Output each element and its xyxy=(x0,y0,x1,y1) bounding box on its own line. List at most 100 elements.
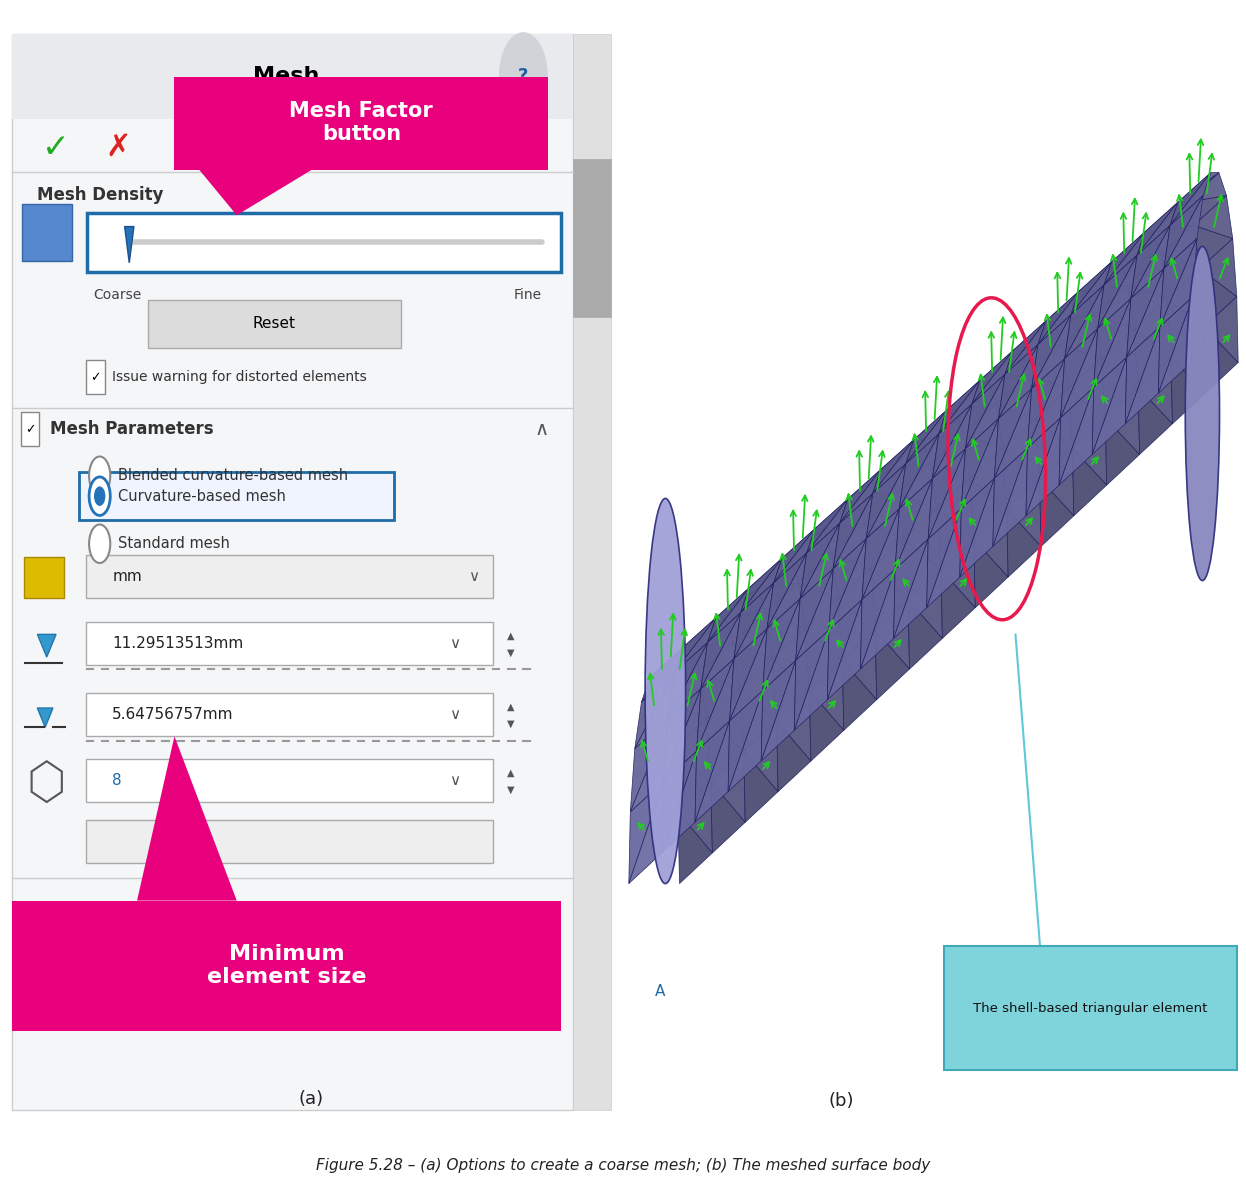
Polygon shape xyxy=(831,553,871,598)
Polygon shape xyxy=(630,719,668,812)
Polygon shape xyxy=(1138,202,1177,255)
Polygon shape xyxy=(715,588,758,618)
Polygon shape xyxy=(634,673,674,749)
Text: Curvature-based mesh: Curvature-based mesh xyxy=(118,489,287,504)
Polygon shape xyxy=(1029,345,1068,388)
Polygon shape xyxy=(1128,284,1168,328)
Polygon shape xyxy=(875,630,910,700)
Polygon shape xyxy=(708,588,749,642)
Circle shape xyxy=(90,524,111,563)
Text: ∨: ∨ xyxy=(450,773,460,788)
Polygon shape xyxy=(827,599,862,700)
Polygon shape xyxy=(667,673,706,719)
Polygon shape xyxy=(972,350,1013,404)
FancyBboxPatch shape xyxy=(86,820,493,864)
Polygon shape xyxy=(1039,448,1074,516)
Text: ▼: ▼ xyxy=(507,719,515,729)
FancyBboxPatch shape xyxy=(86,555,493,598)
Polygon shape xyxy=(1126,269,1164,358)
Polygon shape xyxy=(674,618,715,673)
Polygon shape xyxy=(1186,172,1226,202)
Circle shape xyxy=(95,487,105,505)
Polygon shape xyxy=(1098,255,1138,328)
FancyBboxPatch shape xyxy=(22,204,71,261)
FancyBboxPatch shape xyxy=(12,34,573,1110)
Text: ?: ? xyxy=(518,67,528,85)
Polygon shape xyxy=(799,553,839,598)
Polygon shape xyxy=(866,464,906,539)
Polygon shape xyxy=(890,464,931,493)
Polygon shape xyxy=(1177,172,1219,202)
Polygon shape xyxy=(969,448,1007,509)
Polygon shape xyxy=(932,404,972,479)
Polygon shape xyxy=(969,479,1007,539)
Polygon shape xyxy=(1168,299,1204,358)
Polygon shape xyxy=(961,419,998,509)
Polygon shape xyxy=(900,434,938,509)
Text: (b): (b) xyxy=(829,1092,854,1110)
Polygon shape xyxy=(734,583,774,658)
Text: ✗: ✗ xyxy=(106,133,131,162)
FancyBboxPatch shape xyxy=(12,34,573,119)
Polygon shape xyxy=(941,539,976,608)
Polygon shape xyxy=(1038,291,1079,345)
Polygon shape xyxy=(1062,315,1101,359)
Polygon shape xyxy=(659,648,700,677)
Polygon shape xyxy=(730,629,768,721)
Polygon shape xyxy=(1073,448,1106,516)
Polygon shape xyxy=(979,350,1022,380)
Polygon shape xyxy=(1094,299,1131,387)
Polygon shape xyxy=(758,583,799,612)
Polygon shape xyxy=(938,380,979,434)
Polygon shape xyxy=(913,411,956,440)
Polygon shape xyxy=(642,648,683,702)
Polygon shape xyxy=(1039,478,1074,546)
Polygon shape xyxy=(1145,202,1186,232)
Polygon shape xyxy=(937,479,974,539)
Polygon shape xyxy=(862,509,900,599)
Polygon shape xyxy=(931,434,969,479)
Polygon shape xyxy=(1153,225,1194,255)
Text: Fine: Fine xyxy=(513,288,542,302)
Polygon shape xyxy=(1104,232,1145,284)
Polygon shape xyxy=(824,499,865,529)
Polygon shape xyxy=(790,553,831,583)
FancyBboxPatch shape xyxy=(174,77,548,170)
Polygon shape xyxy=(663,689,700,781)
Polygon shape xyxy=(961,419,998,509)
Circle shape xyxy=(500,33,547,119)
Polygon shape xyxy=(1054,315,1095,345)
Polygon shape xyxy=(856,470,897,499)
Text: Mesh Density: Mesh Density xyxy=(37,185,164,204)
Polygon shape xyxy=(749,558,790,588)
Polygon shape xyxy=(697,658,734,752)
Polygon shape xyxy=(932,404,972,479)
Polygon shape xyxy=(1177,172,1219,202)
Polygon shape xyxy=(700,612,740,689)
Polygon shape xyxy=(733,612,773,658)
Polygon shape xyxy=(1105,418,1140,485)
Polygon shape xyxy=(931,464,969,509)
Polygon shape xyxy=(768,553,806,629)
Polygon shape xyxy=(805,598,842,661)
Polygon shape xyxy=(800,523,840,598)
Polygon shape xyxy=(998,345,1038,419)
Polygon shape xyxy=(781,529,824,558)
Polygon shape xyxy=(1064,284,1104,359)
Polygon shape xyxy=(993,448,1028,546)
FancyBboxPatch shape xyxy=(20,412,40,446)
Polygon shape xyxy=(728,690,763,792)
Polygon shape xyxy=(959,478,994,577)
Polygon shape xyxy=(895,479,932,570)
Polygon shape xyxy=(1105,387,1140,454)
Polygon shape xyxy=(1054,291,1095,321)
Polygon shape xyxy=(872,440,913,493)
Polygon shape xyxy=(1093,358,1126,454)
Polygon shape xyxy=(842,630,877,700)
Polygon shape xyxy=(988,374,1029,404)
Polygon shape xyxy=(1159,296,1192,393)
Polygon shape xyxy=(1126,269,1164,358)
Polygon shape xyxy=(668,642,708,719)
Polygon shape xyxy=(881,440,922,470)
Polygon shape xyxy=(996,374,1035,419)
